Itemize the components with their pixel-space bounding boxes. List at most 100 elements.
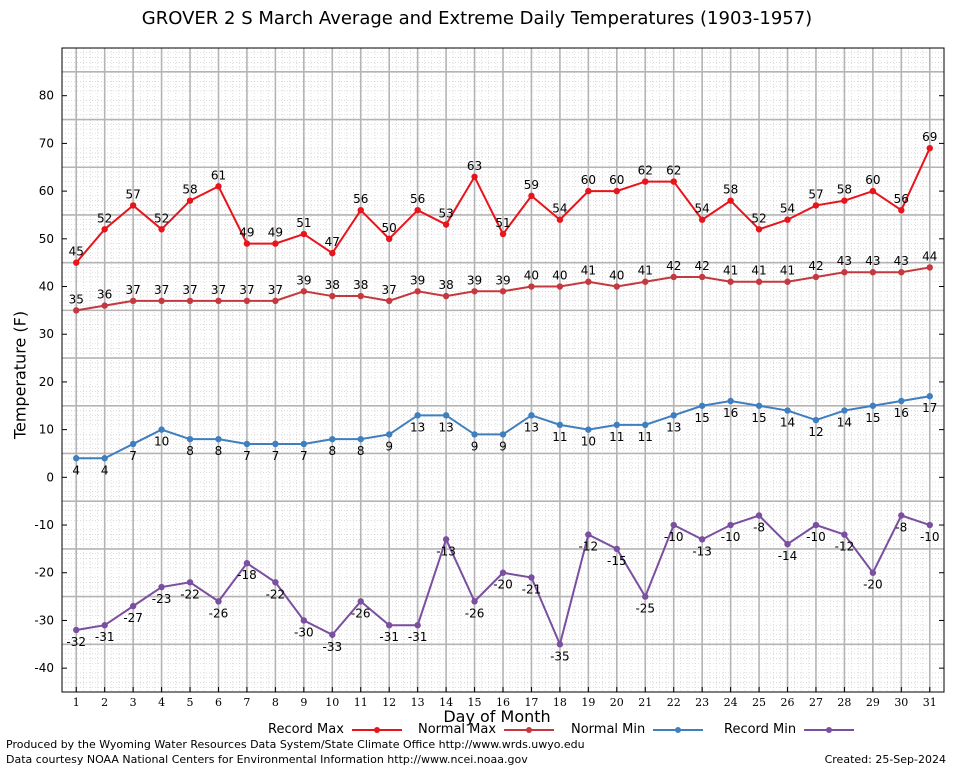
normal-max-data-label: 39 bbox=[296, 273, 311, 287]
normal-max-data-label: 41 bbox=[751, 264, 766, 278]
normal-min-point bbox=[812, 416, 820, 424]
record-max-data-label: 58 bbox=[723, 183, 738, 197]
normal-max-data-label: 41 bbox=[581, 264, 596, 278]
y-tick-label: 30 bbox=[39, 327, 54, 341]
normal-min-data-label: 9 bbox=[499, 439, 507, 453]
legend-normal-min: Normal Min bbox=[571, 722, 704, 737]
x-tick-label: 19 bbox=[581, 696, 595, 709]
x-tick-label: 10 bbox=[325, 696, 339, 709]
normal-max-data-label: 35 bbox=[69, 292, 84, 306]
record-min-point bbox=[158, 583, 165, 591]
y-tick-label: -30 bbox=[34, 613, 54, 627]
record-min-point bbox=[129, 602, 137, 610]
record-min-point bbox=[243, 560, 251, 567]
record-min-point bbox=[755, 512, 763, 519]
normal-max-data-label: 40 bbox=[609, 269, 624, 283]
record-min-point bbox=[841, 531, 848, 538]
normal-min-point bbox=[556, 421, 564, 429]
normal-max-data-label: 41 bbox=[723, 264, 738, 278]
record-min-data-label: -13 bbox=[692, 544, 712, 558]
normal-max-data-label: 43 bbox=[865, 254, 880, 268]
record-max-data-label: 54 bbox=[780, 202, 795, 216]
normal-min-data-label: 17 bbox=[922, 401, 937, 415]
x-tick-label: 27 bbox=[809, 696, 823, 709]
normal-max-data-label: 38 bbox=[438, 278, 453, 292]
normal-min-data-label: 10 bbox=[581, 435, 596, 449]
normal-min-point bbox=[129, 440, 137, 448]
record-min-point bbox=[272, 579, 279, 586]
record-min-data-label: -18 bbox=[237, 568, 257, 582]
normal-min-point bbox=[585, 426, 592, 433]
normal-max-point bbox=[898, 269, 905, 276]
record-min-data-label: -12 bbox=[835, 540, 855, 554]
record-max-data-label: 62 bbox=[638, 164, 653, 178]
record-min-data-label: -22 bbox=[180, 587, 200, 601]
record-min-data-label: -31 bbox=[408, 630, 428, 644]
footer-created: Created: 25-Sep-2024 bbox=[824, 753, 946, 766]
record-min-point bbox=[385, 622, 393, 629]
normal-max-point bbox=[926, 264, 933, 271]
record-max-point bbox=[670, 178, 677, 185]
record-min-point bbox=[73, 626, 80, 634]
record-max-point bbox=[898, 206, 905, 214]
normal-min-data-label: 7 bbox=[300, 449, 308, 463]
record-min-data-label: -10 bbox=[721, 530, 741, 544]
normal-min-point bbox=[101, 455, 108, 462]
record-max-data-label: 50 bbox=[382, 221, 397, 235]
normal-max-data-label: 39 bbox=[495, 273, 510, 287]
record-min-point bbox=[812, 521, 820, 529]
normal-min-data-label: 8 bbox=[328, 444, 336, 458]
legend-record-max-swatch bbox=[351, 726, 402, 733]
normal-min-data-label: 10 bbox=[154, 435, 169, 449]
record-min-data-label: -14 bbox=[778, 549, 798, 563]
record-min-point bbox=[613, 545, 621, 553]
record-max-point bbox=[698, 216, 706, 223]
normal-min-data-label: 15 bbox=[751, 411, 766, 425]
normal-min-point bbox=[499, 431, 507, 438]
normal-max-point bbox=[442, 292, 450, 300]
normal-min-point bbox=[272, 440, 279, 448]
record-max-data-label: 60 bbox=[865, 173, 880, 187]
record-max-data-label: 54 bbox=[552, 202, 567, 216]
footer-courtesy: Data courtesy NOAA National Centers for … bbox=[6, 753, 528, 766]
normal-min-data-label: 8 bbox=[357, 444, 365, 458]
legend-record-min-swatch bbox=[804, 726, 855, 733]
normal-max-point bbox=[73, 307, 80, 314]
normal-max-data-label: 37 bbox=[239, 283, 254, 297]
record-max-point bbox=[329, 249, 336, 257]
normal-max-data-label: 42 bbox=[695, 259, 710, 273]
record-min-point bbox=[698, 536, 706, 543]
record-min-data-label: -8 bbox=[753, 520, 765, 534]
record-min-data-label: -27 bbox=[123, 611, 143, 625]
record-max-data-label: 62 bbox=[666, 164, 681, 178]
normal-max-point bbox=[727, 278, 734, 285]
record-max-point bbox=[129, 202, 137, 209]
normal-max-point bbox=[670, 273, 677, 281]
x-tick-label: 3 bbox=[130, 696, 137, 709]
x-tick-label: 11 bbox=[354, 696, 368, 709]
record-max-point bbox=[471, 173, 478, 180]
record-min-point bbox=[471, 598, 478, 605]
x-tick-label: 31 bbox=[923, 696, 937, 709]
record-max-data-label: 56 bbox=[410, 192, 425, 206]
record-max-data-label: 59 bbox=[524, 178, 539, 192]
normal-max-data-label: 38 bbox=[353, 278, 368, 292]
record-max-point bbox=[841, 197, 848, 204]
normal-min-data-label: 9 bbox=[471, 439, 479, 453]
normal-max-data-label: 38 bbox=[325, 278, 340, 292]
normal-max-data-label: 37 bbox=[382, 283, 397, 297]
record-min-data-label: -23 bbox=[152, 592, 172, 606]
normal-min-point bbox=[698, 402, 706, 409]
normal-min-point bbox=[243, 440, 251, 448]
normal-max-point bbox=[585, 278, 592, 285]
normal-max-point bbox=[300, 288, 308, 295]
record-min-data-label: -22 bbox=[266, 587, 286, 601]
record-max-data-label: 57 bbox=[125, 187, 140, 201]
x-tick-label: 15 bbox=[468, 696, 482, 709]
y-tick-label: -10 bbox=[34, 518, 54, 532]
normal-min-data-label: 11 bbox=[552, 430, 567, 444]
normal-max-point bbox=[642, 278, 649, 285]
record-max-point bbox=[357, 206, 364, 214]
record-max-point bbox=[499, 230, 507, 238]
